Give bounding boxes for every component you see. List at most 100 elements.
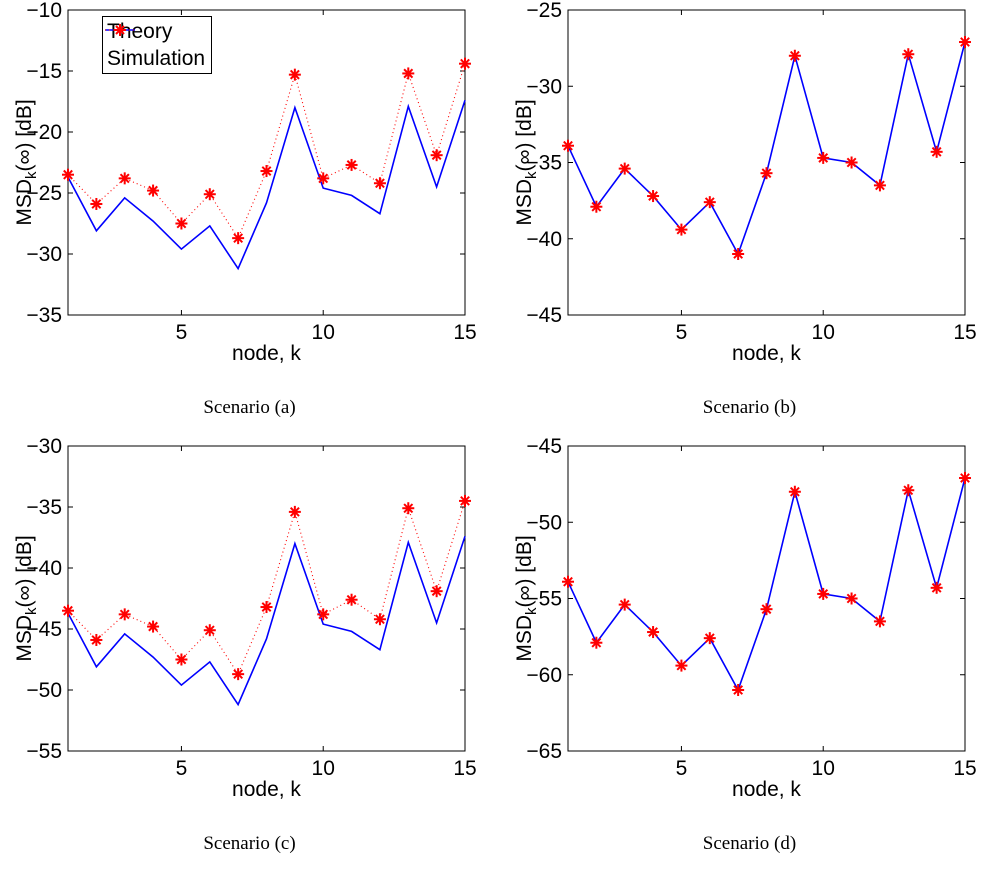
chart-svg-a: −35 −30 −25 −20 −15 −10 5 10 15 node, k MSDk(∞) [d… — [13, 0, 477, 365]
series-point-simulation — [147, 184, 160, 197]
series-point-simulation — [317, 608, 330, 621]
series-point-simulation — [118, 608, 131, 621]
series-point-simulation — [590, 200, 603, 213]
y-tick-label: −10 — [26, 0, 62, 22]
caption-d: Scenario (d) — [702, 833, 797, 854]
x-axis-label: node, k — [232, 342, 301, 365]
series-point-simulation — [760, 603, 773, 616]
x-axis-label: node, k — [732, 778, 801, 801]
series-point-simulation — [590, 636, 603, 649]
x-tick-label: 10 — [312, 757, 335, 780]
caption-a: Scenario (a) — [203, 397, 296, 418]
series-point-simulation — [817, 151, 830, 164]
series-point-simulation — [345, 593, 358, 606]
y-tick-label: −35 — [526, 152, 562, 175]
y-tick-label: −20 — [26, 121, 62, 144]
series-point-simulation — [203, 188, 216, 201]
y-axis-label: MSDk(∞) [dB] — [13, 99, 40, 225]
y-axis-label: MSDk(∞) [dB] — [513, 99, 540, 225]
series-line-theory — [67, 100, 466, 271]
series-point-simulation — [930, 581, 943, 594]
y-tick-label: −15 — [26, 60, 62, 83]
y-tick-label: −25 — [26, 182, 62, 205]
series-point-simulation — [288, 68, 301, 81]
x-tick-label: 5 — [176, 321, 188, 344]
series-point-simulation — [430, 149, 443, 162]
series-point-simulation — [175, 217, 188, 230]
chart-svg-b: −45 −40 −35 −30 −25 5 10 15 node, k MSDk(∞) [dB] — [513, 0, 977, 365]
x-tick-label: 10 — [812, 321, 835, 344]
series-point-simulation — [817, 587, 830, 600]
legend-label-simulation: Simulation — [107, 47, 206, 70]
plot-area — [67, 445, 466, 752]
y-tick-label: −65 — [526, 740, 562, 763]
series-point-simulation — [402, 67, 415, 80]
series-point-simulation — [373, 613, 386, 626]
series-point-simulation — [317, 172, 330, 185]
y-tick-label: −45 — [26, 618, 62, 641]
series-point-simulation — [203, 624, 216, 637]
y-tick-label: −45 — [526, 436, 562, 458]
y-tick-label: −55 — [26, 740, 62, 763]
series-point-simulation — [732, 684, 745, 696]
x-tick-label: 5 — [676, 757, 688, 780]
series-point-simulation — [703, 632, 716, 645]
y-tick-label: −25 — [526, 0, 562, 22]
series-point-simulation — [260, 165, 273, 178]
chart-svg-c: −55 −50 −45 −40 −35 −30 5 10 15 node, k MSDk(∞) [d… — [13, 436, 477, 801]
series-point-simulation — [845, 592, 858, 605]
x-tick-label: 5 — [176, 757, 188, 780]
series-point-simulation — [873, 615, 886, 628]
x-tick-label: 15 — [953, 757, 976, 780]
series-point-simulation — [562, 139, 574, 152]
series-point-simulation — [788, 49, 801, 62]
series-point-simulation — [845, 156, 858, 169]
series-point-simulation — [647, 626, 660, 639]
series-point-simulation — [760, 167, 773, 180]
y-tick-label: −50 — [526, 511, 562, 534]
series-point-simulation — [459, 494, 471, 507]
series-point-simulation — [647, 190, 660, 203]
chart-panel-c: −55 −50 −45 −40 −35 −30 5 10 15 node, k MSDk(∞) [d… — [0, 436, 499, 872]
series-point-simulation — [618, 162, 631, 175]
plot-area — [567, 9, 966, 316]
series-point-simulation — [232, 232, 245, 245]
legend-item-simulation: Simulation — [105, 24, 206, 72]
series-point-simulation — [675, 659, 688, 672]
y-tick-label: −40 — [526, 228, 562, 251]
series-point-simulation — [788, 485, 801, 498]
series-point-simulation — [430, 585, 443, 598]
series-point-simulation — [959, 472, 971, 485]
series-point-simulation — [260, 601, 273, 614]
series-point-simulation — [873, 179, 886, 192]
x-axis-label: node, k — [232, 778, 301, 801]
y-tick-label: −30 — [26, 243, 62, 266]
y-axis-label: MSDk(∞) [dB] — [513, 535, 540, 661]
y-tick-label: −35 — [26, 304, 62, 327]
series-point-simulation — [373, 177, 386, 190]
chart-panel-d: −65 −60 −55 −50 −45 5 10 15 node, k MSDk(∞) [dB] … — [500, 436, 999, 872]
y-tick-label: −45 — [526, 304, 562, 327]
y-tick-label: −40 — [26, 557, 62, 580]
series-point-simulation — [902, 484, 915, 497]
series-point-simulation — [402, 502, 415, 515]
chart-panel-a: −35 −30 −25 −20 −15 −10 5 10 15 node, k MSDk(∞) [d… — [0, 0, 499, 436]
x-tick-label: 15 — [453, 757, 476, 780]
x-tick-label: 15 — [953, 321, 976, 344]
chart-panel-b: −45 −40 −35 −30 −25 5 10 15 node, k MSDk(∞) [dB] … — [500, 0, 999, 436]
y-tick-label: −55 — [526, 588, 562, 611]
series-point-simulation — [345, 158, 358, 171]
x-tick-label: 10 — [812, 757, 835, 780]
series-point-simulation — [959, 36, 971, 49]
series-point-simulation — [90, 633, 103, 646]
x-tick-label: 15 — [453, 321, 476, 344]
y-axis-label: MSDk(∞) [dB] — [13, 535, 40, 661]
series-point-simulation — [90, 197, 103, 210]
chart-svg-d: −65 −60 −55 −50 −45 5 10 15 node, k MSDk(∞) [dB] — [513, 436, 977, 801]
y-tick-label: −50 — [26, 679, 62, 702]
x-axis-label: node, k — [732, 342, 801, 365]
series-point-simulation — [930, 145, 943, 158]
caption-b: Scenario (b) — [702, 397, 797, 418]
plot-area — [567, 445, 966, 752]
series-point-simulation — [62, 604, 74, 617]
